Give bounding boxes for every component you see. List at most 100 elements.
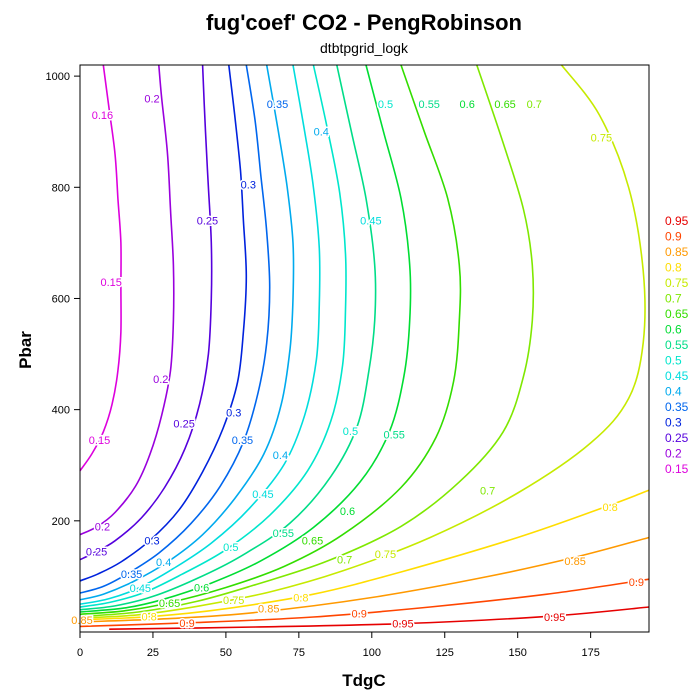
legend-entry: 0.25	[665, 431, 689, 445]
contour-line-0.35	[79, 64, 271, 594]
legend: 0.95 0.90.85 0.80.75 0.70.65 0.60.55 0.50.45 0…	[665, 214, 689, 476]
y-axis-ticks: 200 400 600 800 1000	[46, 71, 80, 528]
plot-area-frame	[79, 64, 650, 633]
contour-line-0.15	[79, 64, 122, 472]
contour-label: 0.5	[378, 99, 393, 111]
contour-label: 0.6	[460, 99, 475, 111]
contour-label: 0.65	[159, 598, 180, 610]
x-tick-label: 75	[293, 647, 305, 659]
contour-label: 0.8	[141, 611, 156, 623]
legend-entry: 0.5	[665, 354, 682, 368]
y-axis-label: Pbar	[16, 331, 35, 369]
contour-line-0.75	[79, 64, 646, 619]
x-tick-label: 125	[436, 647, 454, 659]
contour-line-0.2	[79, 64, 175, 536]
contour-label: 0.85	[71, 615, 92, 627]
contour-lines	[79, 64, 650, 630]
contour-label: 0.45	[360, 216, 381, 228]
contour-line-0.25	[79, 64, 213, 561]
contour-label: 0.16	[92, 110, 113, 122]
contour-line-0.4	[79, 64, 295, 601]
contour-label: 0.25	[86, 546, 107, 558]
contour-label: 0.55	[419, 99, 440, 111]
y-tick-label: 1000	[46, 71, 70, 83]
contour-line-0.5	[79, 64, 347, 608]
contour-line-0.95	[109, 606, 650, 630]
contour-label: 0.3	[226, 407, 241, 419]
contour-label: 0.2	[95, 521, 110, 533]
contour-label: 0.9	[352, 609, 367, 621]
contour-label: 0.65	[302, 535, 323, 547]
contour-line-0.85	[79, 536, 650, 623]
x-tick-label: 100	[363, 647, 381, 659]
x-tick-label: 50	[220, 647, 232, 659]
y-tick-label: 200	[52, 516, 70, 528]
y-tick-label: 400	[52, 405, 70, 417]
x-tick-label: 25	[147, 647, 159, 659]
legend-entry: 0.4	[665, 385, 682, 399]
contour-label: 0.2	[153, 374, 168, 386]
contour-line-0.6	[79, 64, 412, 613]
contour-label: 0.15	[100, 277, 121, 289]
contour-label: 0.5	[343, 426, 358, 438]
contour-label: 0.95	[392, 619, 413, 631]
legend-entry: 0.2	[665, 447, 682, 461]
x-tick-label: 0	[77, 647, 83, 659]
contour-line-0.9	[79, 578, 650, 628]
contour-label: 0.5	[223, 542, 238, 554]
contour-label: 0.9	[179, 618, 194, 630]
x-axis-label: TdgC	[342, 671, 385, 690]
contour-label: 0.85	[258, 604, 279, 616]
contour-label: 0.4	[314, 127, 329, 139]
y-tick-label: 800	[52, 182, 70, 194]
x-tick-label: 150	[509, 647, 527, 659]
contour-label: 0.3	[241, 180, 256, 192]
x-tick-label: 175	[581, 647, 599, 659]
contour-label: 0.8	[603, 502, 618, 514]
contour-label: 0.25	[173, 419, 194, 431]
contour-label: 0.4	[273, 450, 288, 462]
contour-label: 0.95	[544, 612, 565, 624]
contour-line-0.3	[79, 64, 248, 582]
contour-label: 0.2	[144, 93, 159, 105]
contour-label: 0.75	[223, 595, 244, 607]
contour-label: 0.7	[527, 99, 542, 111]
contour-label: 0.9	[629, 577, 644, 589]
chart-subtitle: dtbtpgrid_logk	[320, 40, 409, 56]
contour-label: 0.45	[252, 489, 273, 501]
legend-entry: 0.9	[665, 230, 682, 244]
contour-label: 0.6	[194, 583, 209, 595]
chart-title: fug'coef' CO2 - PengRobinson	[206, 10, 522, 35]
contour-line-0.8	[79, 489, 650, 621]
contour-line-0.45	[79, 64, 321, 605]
legend-entry: 0.75	[665, 276, 689, 290]
contour-line-0.55	[79, 64, 377, 611]
contour-label: 0.85	[564, 556, 585, 568]
legend-entry: 0.35	[665, 400, 689, 414]
contour-line-0.7	[79, 64, 535, 618]
contour-label: 0.15	[89, 435, 110, 447]
y-tick-label: 600	[52, 293, 70, 305]
x-axis-ticks: 0 25 50 75 100 125 150 175	[77, 632, 600, 659]
contour-label: 0.6	[340, 506, 355, 518]
legend-entry: 0.65	[665, 307, 689, 321]
contour-label: 0.25	[197, 216, 218, 228]
contour-label: 0.75	[375, 549, 396, 561]
contour-label: 0.35	[267, 99, 288, 111]
legend-entry: 0.45	[665, 369, 689, 383]
legend-entry: 0.3	[665, 416, 682, 430]
contour-label: 0.7	[480, 485, 495, 497]
contour-label: 0.45	[130, 583, 151, 595]
contour-label: 0.35	[121, 569, 142, 581]
contour-label: 0.7	[337, 555, 352, 567]
legend-entry: 0.15	[665, 462, 689, 476]
contour-label: 0.3	[144, 535, 159, 547]
contour-label: 0.8	[293, 593, 308, 605]
contour-label: 0.35	[232, 435, 253, 447]
contour-label: 0.65	[494, 99, 515, 111]
legend-entry: 0.7	[665, 292, 682, 306]
legend-entry: 0.55	[665, 338, 689, 352]
legend-entry: 0.85	[665, 245, 689, 259]
legend-entry: 0.8	[665, 261, 682, 275]
